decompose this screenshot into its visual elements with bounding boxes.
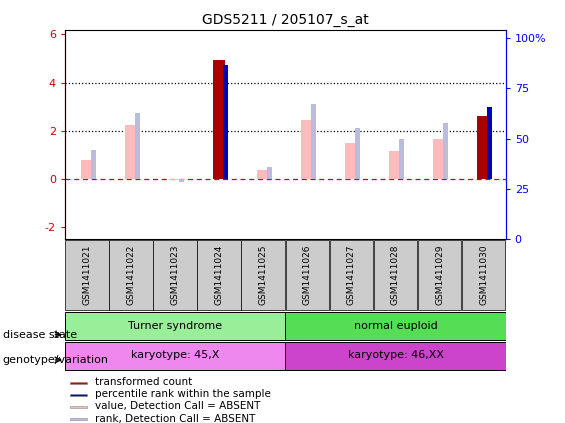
Bar [285, 312, 506, 340]
Text: GSM1411023: GSM1411023 [171, 244, 180, 305]
Bar [109, 240, 153, 310]
Bar [70, 406, 88, 408]
Bar [487, 107, 493, 179]
Text: GSM1411028: GSM1411028 [391, 244, 400, 305]
Bar [169, 179, 181, 180]
Bar [65, 342, 285, 370]
Text: GSM1411030: GSM1411030 [479, 244, 488, 305]
Bar [81, 159, 93, 179]
Bar [355, 128, 360, 179]
Bar [241, 240, 285, 310]
Bar [70, 394, 88, 396]
Bar [70, 382, 88, 384]
Bar [373, 240, 418, 310]
Bar [213, 60, 225, 179]
Bar [134, 113, 140, 179]
Bar [267, 167, 272, 179]
Bar [179, 179, 184, 182]
Bar [477, 116, 490, 179]
Text: transformed count: transformed count [95, 377, 192, 387]
Bar [399, 139, 405, 179]
Bar [125, 125, 137, 179]
Text: karyotype: 45,X: karyotype: 45,X [131, 350, 219, 360]
Text: karyotype: 46,XX: karyotype: 46,XX [347, 350, 444, 360]
Bar [90, 150, 96, 179]
Bar [329, 240, 373, 310]
Bar [443, 124, 449, 179]
Text: percentile rank within the sample: percentile rank within the sample [95, 389, 271, 399]
Bar [65, 312, 285, 340]
Text: GSM1411025: GSM1411025 [259, 244, 268, 305]
Text: value, Detection Call = ABSENT: value, Detection Call = ABSENT [95, 401, 260, 412]
Text: disease state: disease state [3, 330, 77, 340]
Text: GSM1411026: GSM1411026 [303, 244, 312, 305]
Bar [65, 240, 109, 310]
Bar [257, 170, 270, 179]
Text: GSM1411029: GSM1411029 [435, 244, 444, 305]
Text: genotype/variation: genotype/variation [3, 355, 109, 365]
Bar [301, 120, 314, 179]
Text: rank, Detection Call = ABSENT: rank, Detection Call = ABSENT [95, 414, 255, 423]
Text: GSM1411022: GSM1411022 [127, 245, 136, 305]
Text: Turner syndrome: Turner syndrome [128, 321, 222, 330]
Text: GSM1411027: GSM1411027 [347, 244, 356, 305]
Bar [345, 143, 358, 179]
Bar [389, 151, 402, 179]
Title: GDS5211 / 205107_s_at: GDS5211 / 205107_s_at [202, 13, 369, 27]
Text: GSM1411024: GSM1411024 [215, 245, 224, 305]
Bar [433, 139, 446, 179]
Bar [285, 342, 506, 370]
Text: GSM1411021: GSM1411021 [82, 244, 92, 305]
Bar [285, 240, 329, 310]
Bar [311, 104, 316, 179]
Bar [462, 240, 506, 310]
Bar [70, 418, 88, 420]
Bar [223, 65, 228, 179]
Text: normal euploid: normal euploid [354, 321, 437, 330]
Bar [197, 240, 241, 310]
Bar [418, 240, 462, 310]
Bar [153, 240, 197, 310]
